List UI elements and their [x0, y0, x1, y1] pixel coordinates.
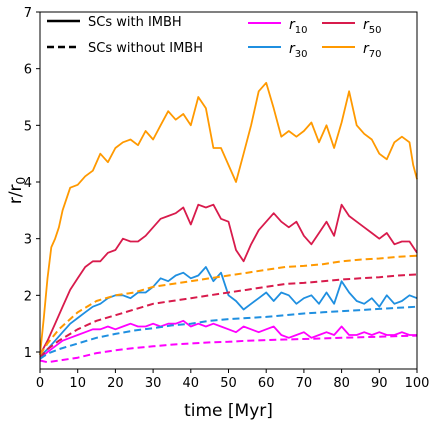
- legend-entry-r30: r30: [248, 41, 308, 60]
- legend: SCs with IMBH SCs without IMBH r10 r30 r…: [47, 15, 382, 60]
- legend-label-r30: r30: [289, 41, 308, 60]
- x-tick-label: 50: [220, 376, 237, 391]
- y-axis-label-main: r/r: [6, 184, 26, 204]
- y-tick-label: 4: [24, 176, 32, 191]
- series-line-r70-without-imbh: [39, 254, 418, 356]
- y-tick-label: 7: [24, 6, 32, 21]
- x-tick-label: 70: [296, 376, 313, 391]
- series-line-r30-without-imbh: [39, 305, 418, 360]
- x-tick-label: 100: [405, 376, 430, 391]
- x-tick-label: 40: [183, 376, 200, 391]
- y-axis-label: r/r0: [6, 177, 28, 204]
- x-tick-label: 20: [107, 376, 124, 391]
- x-axis-label: time [Myr]: [184, 401, 273, 421]
- x-tick-label: 90: [371, 376, 388, 391]
- y-tick-label: 2: [24, 289, 32, 304]
- series-line-r30-with-imbh: [39, 266, 418, 358]
- series-line-r50-without-imbh: [39, 273, 418, 359]
- y-tick-label: 6: [24, 63, 32, 78]
- legend-label-r10: r10: [289, 17, 308, 36]
- x-tick-label: 0: [36, 376, 44, 391]
- legend-entry-r10: r10: [248, 17, 308, 36]
- y-axis-label-subscript: 0: [14, 177, 28, 185]
- x-tick-label: 80: [333, 376, 350, 391]
- legend-label-r70: r70: [363, 41, 382, 60]
- legend-label-without-imbh: SCs without IMBH: [88, 41, 203, 56]
- plot-frame: [39, 11, 418, 370]
- series-line-r70-with-imbh: [39, 81, 418, 355]
- series-layer: [39, 81, 418, 364]
- legend-label-r50: r50: [363, 17, 382, 36]
- series-line-r10-without-imbh: [39, 334, 418, 364]
- legend-entry-without-imbh: SCs without IMBH: [47, 41, 203, 56]
- series-line-r50-with-imbh: [39, 203, 418, 356]
- legend-entry-r50: r50: [322, 17, 382, 36]
- x-tick-label: 10: [69, 376, 86, 391]
- y-tick-label: 3: [24, 233, 32, 248]
- x-tick-label: 30: [145, 376, 162, 391]
- y-tick-label: 1: [24, 346, 32, 361]
- ticks-layer: 0 10 20 30 40 50 60 70 80 90 100 1 2 3 4 5 6 7: [24, 6, 430, 391]
- legend-entry-with-imbh: SCs with IMBH: [47, 15, 182, 30]
- legend-entry-r70: r70: [322, 41, 382, 60]
- x-tick-label: 60: [258, 376, 275, 391]
- y-tick-label: 5: [24, 119, 32, 134]
- series-line-r10-with-imbh: [39, 319, 417, 360]
- legend-label-with-imbh: SCs with IMBH: [88, 15, 182, 30]
